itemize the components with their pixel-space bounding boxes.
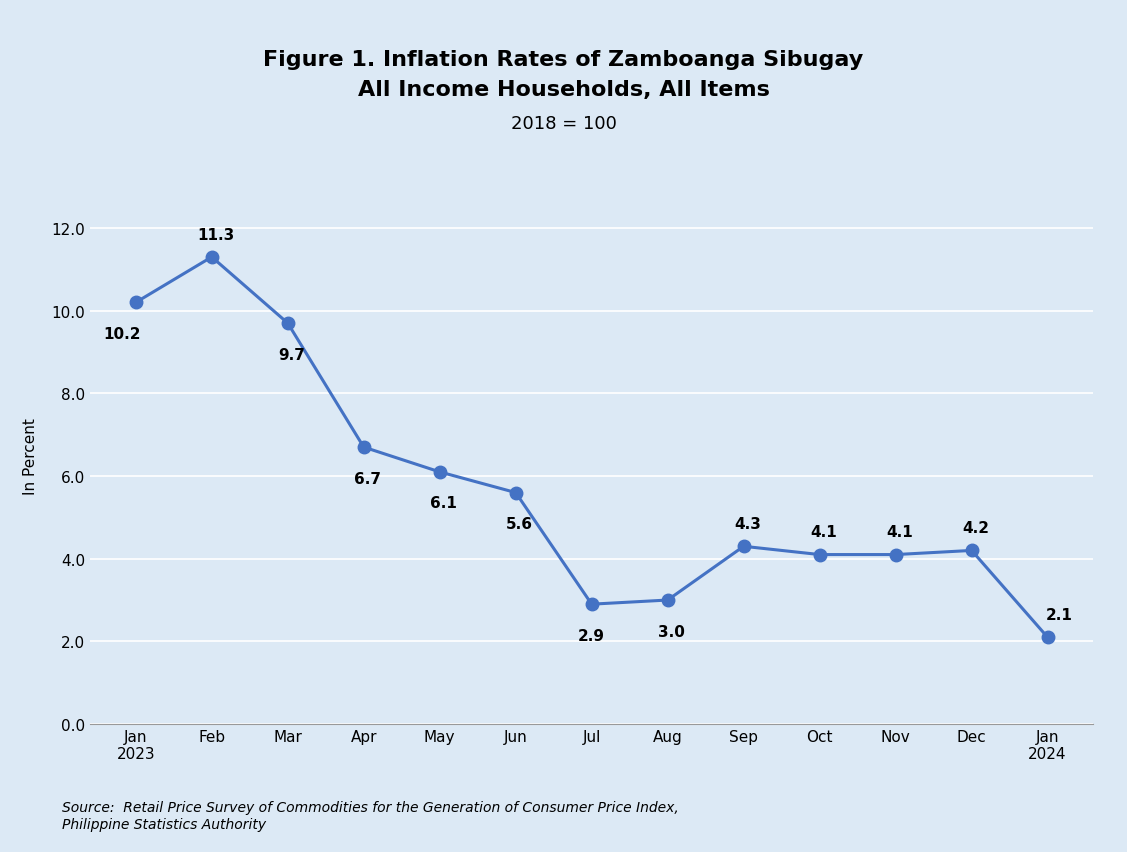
Text: 6.1: 6.1: [431, 496, 456, 511]
Text: 2018 = 100: 2018 = 100: [511, 114, 616, 133]
Text: 4.3: 4.3: [734, 516, 761, 532]
Text: Figure 1. Inflation Rates of Zamboanga Sibugay: Figure 1. Inflation Rates of Zamboanga S…: [264, 49, 863, 70]
Text: 5.6: 5.6: [506, 516, 533, 532]
Text: 4.1: 4.1: [810, 525, 837, 539]
Text: 10.2: 10.2: [104, 326, 141, 342]
Text: 4.1: 4.1: [886, 525, 913, 539]
Y-axis label: In Percent: In Percent: [23, 417, 37, 494]
Text: 6.7: 6.7: [354, 471, 381, 486]
Text: All Income Households, All Items: All Income Households, All Items: [357, 79, 770, 100]
Text: 11.3: 11.3: [197, 227, 234, 243]
Text: 3.0: 3.0: [658, 624, 685, 639]
Text: 2.1: 2.1: [1046, 607, 1073, 622]
Text: 2.9: 2.9: [578, 628, 605, 643]
Text: 9.7: 9.7: [278, 347, 305, 362]
Text: 4.2: 4.2: [962, 521, 988, 536]
Text: Source:  Retail Price Survey of Commodities for the Generation of Consumer Price: Source: Retail Price Survey of Commoditi…: [62, 801, 678, 831]
